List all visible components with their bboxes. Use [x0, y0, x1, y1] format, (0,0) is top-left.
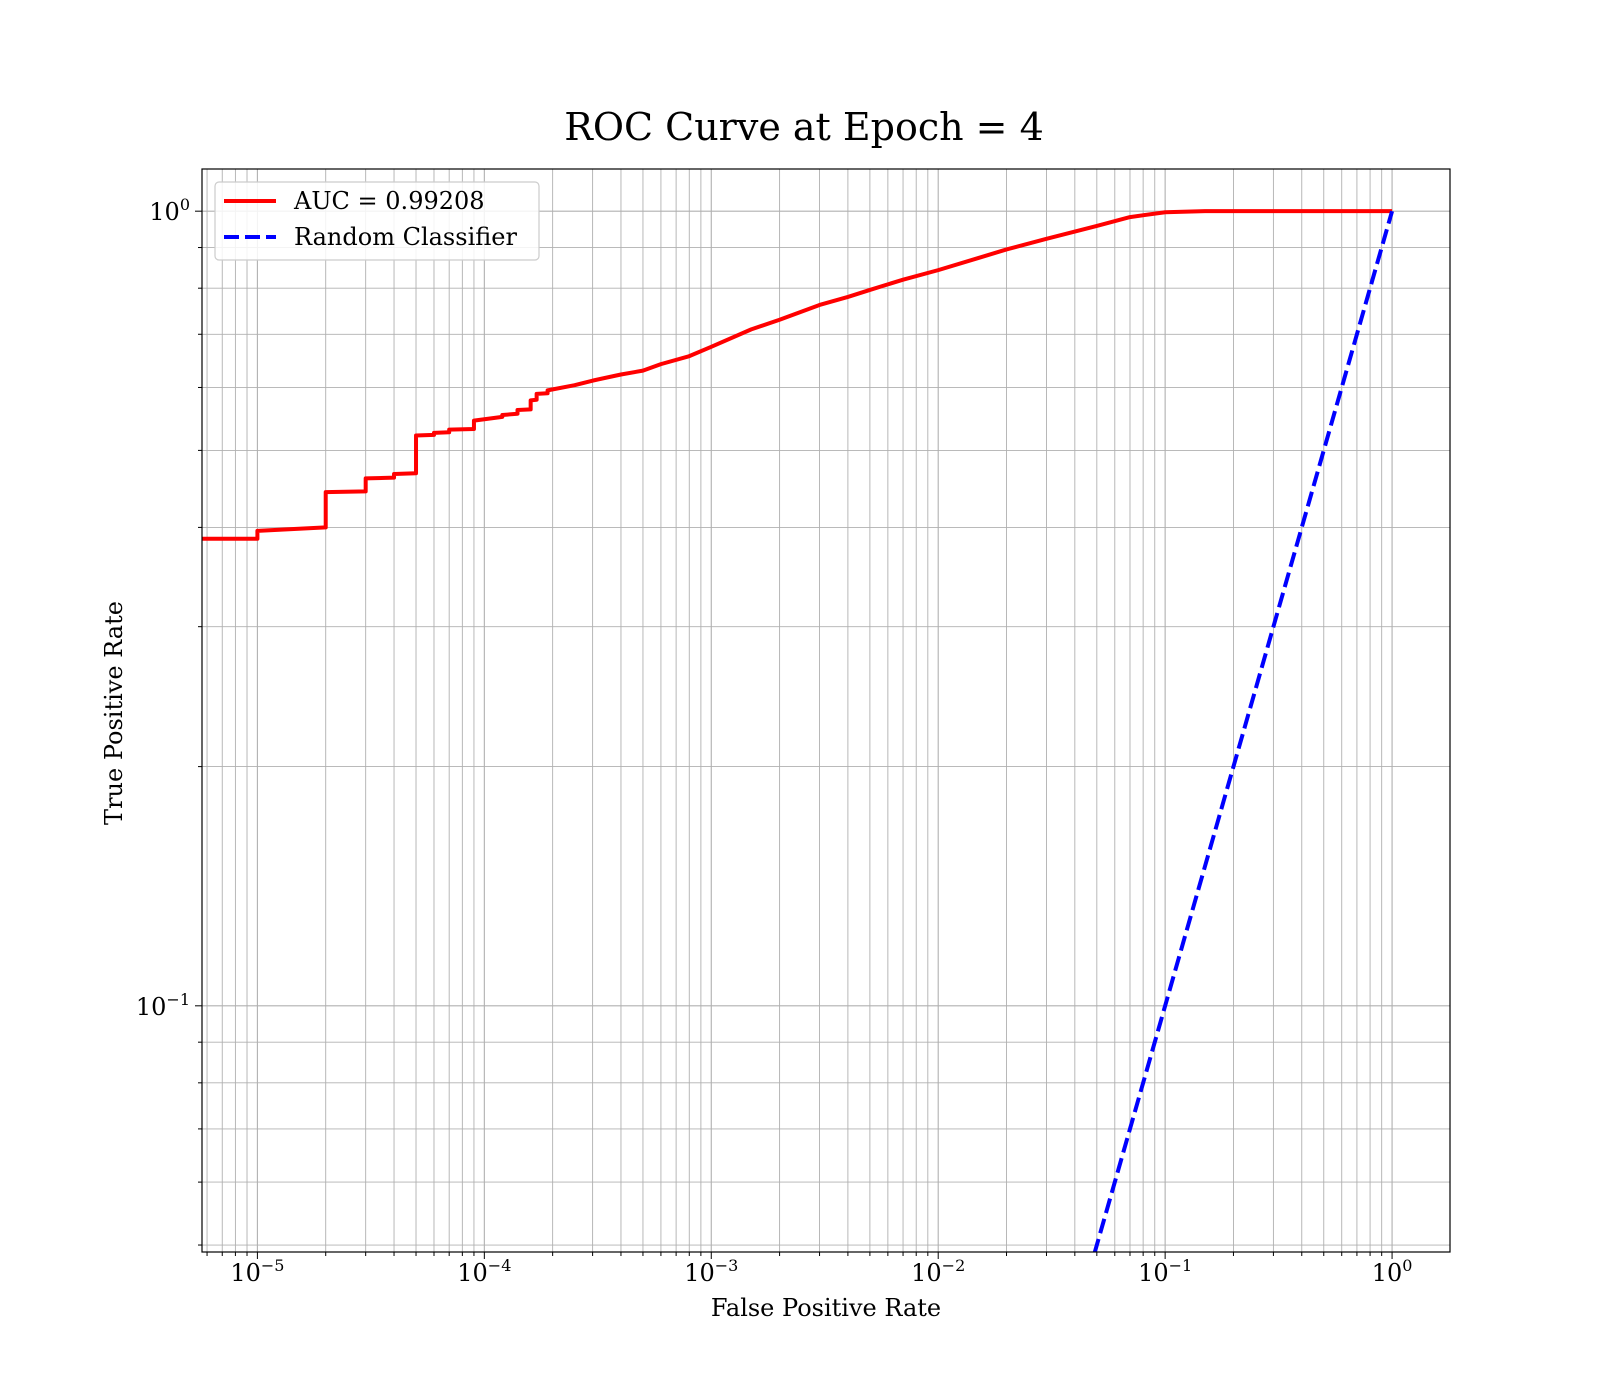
y-tick-label: 10−1: [136, 990, 190, 1021]
ticks: 10−5 10−4 10−3 10−2 10−1 100 10−1 100: [136, 195, 1413, 1287]
x-tick-label: 10−1: [1138, 1256, 1192, 1287]
x-tick-label: 10−2: [911, 1256, 965, 1287]
x-tick-label: 10−5: [230, 1256, 284, 1287]
x-axis-label: False Positive Rate: [711, 1294, 941, 1322]
legend-label-auc: AUC = 0.99208: [293, 187, 485, 215]
chart-title: ROC Curve at Epoch = 4: [564, 105, 1044, 149]
y-tick-label: 100: [149, 195, 190, 226]
legend-box: [214, 181, 540, 261]
random-classifier-line: [1092, 210, 1394, 1252]
series-layer: [202, 209, 1394, 1252]
x-tick-label: 10−4: [457, 1256, 511, 1287]
grid: [202, 169, 1450, 1252]
roc-curve-line: [202, 209, 1393, 541]
plot-frame: [201, 168, 1451, 1253]
x-tick-label: 100: [1372, 1256, 1413, 1287]
y-axis-label: True Positive Rate: [100, 601, 128, 825]
legend-label-random: Random Classifier: [294, 223, 517, 251]
x-tick-label: 10−3: [684, 1256, 738, 1287]
legend: AUC = 0.99208 Random Classifier: [214, 181, 540, 261]
